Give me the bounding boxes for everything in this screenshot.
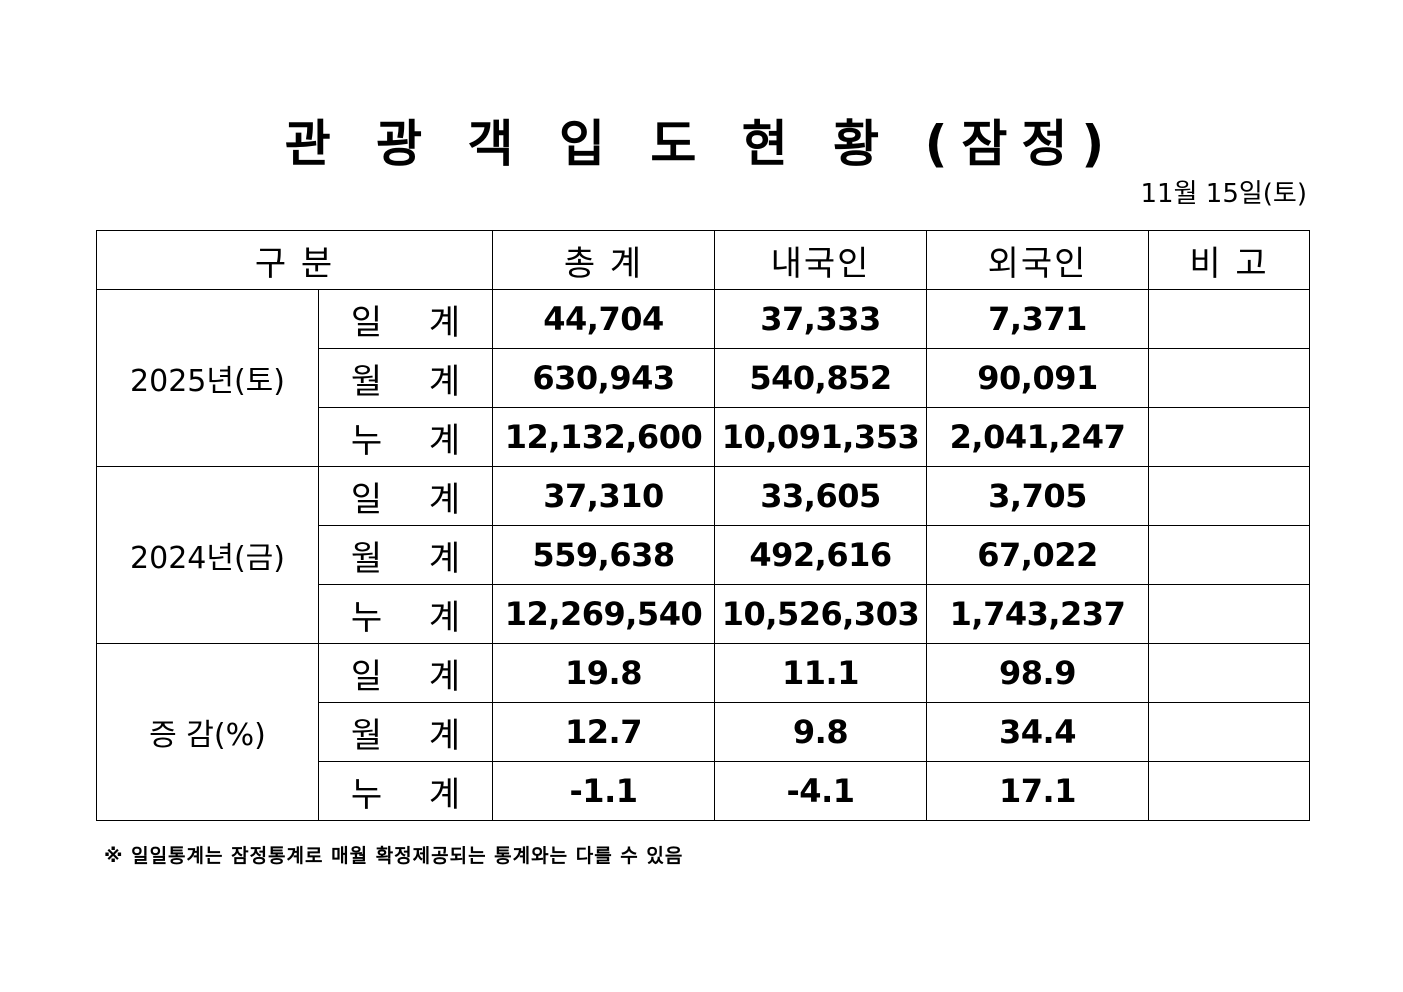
table-row: 월 계 12.7 9.8 34.4 <box>97 702 1310 762</box>
group-label-change: 증 감(%) <box>96 643 319 821</box>
remarks-cell <box>1148 289 1310 349</box>
header-total: 총 계 <box>492 230 715 290</box>
header-foreign: 외국인 <box>926 230 1149 290</box>
group-label-2025: 2025년(토) <box>96 289 319 467</box>
remarks-cell <box>1148 348 1310 408</box>
header-remarks: 비 고 <box>1148 230 1310 290</box>
domestic-cell: -4.1 <box>714 761 927 821</box>
foreign-cell: 34.4 <box>926 702 1149 762</box>
remarks-cell <box>1148 643 1310 703</box>
table-row: 누 계 -1.1 -4.1 17.1 <box>97 761 1310 821</box>
table-row: 누 계 12,132,600 10,091,353 2,041,247 <box>97 407 1310 467</box>
table-row: 증 감(%) 일 계 19.8 11.1 98.9 <box>96 643 1310 821</box>
foreign-cell: 90,091 <box>926 348 1149 408</box>
total-cell: 630,943 <box>492 348 715 408</box>
row-type: 누 계 <box>318 584 493 644</box>
domestic-cell: 492,616 <box>714 525 927 585</box>
foreign-cell: 1,743,237 <box>926 584 1149 644</box>
foreign-cell: 7,371 <box>926 289 1149 349</box>
table-row: 2025년(토) 일 계 44,704 37,333 7,371 <box>96 289 1310 467</box>
header-domestic: 내국인 <box>714 230 927 290</box>
domestic-cell: 33,605 <box>714 466 927 526</box>
page-title: 관 광 객 입 도 현 황 (잠정) <box>284 115 1119 173</box>
foreign-cell: 3,705 <box>926 466 1149 526</box>
domestic-cell: 10,526,303 <box>714 584 927 644</box>
total-cell: 12,269,540 <box>492 584 715 644</box>
remarks-cell <box>1148 584 1310 644</box>
footnote: ※ 일일통계는 잠정통계로 매월 확정제공되는 통계와는 다를 수 있음 <box>104 845 684 867</box>
row-type: 월 계 <box>318 348 493 408</box>
row-type: 일 계 <box>318 643 493 703</box>
header-row: 구 분 총 계 내국인 외국인 비 고 <box>96 230 1310 290</box>
total-cell: 44,704 <box>492 289 715 349</box>
table-row: 월 계 559,638 492,616 67,022 <box>97 525 1310 585</box>
foreign-cell: 17.1 <box>926 761 1149 821</box>
domestic-cell: 540,852 <box>714 348 927 408</box>
row-type: 일 계 <box>318 466 493 526</box>
remarks-cell <box>1148 407 1310 467</box>
table-row: 2024년(금) 일 계 37,310 33,605 3,705 <box>96 466 1310 644</box>
foreign-cell: 67,022 <box>926 525 1149 585</box>
domestic-cell: 9.8 <box>714 702 927 762</box>
table-row: 누 계 12,269,540 10,526,303 1,743,237 <box>97 584 1310 644</box>
tourist-stats-table: 구 분 총 계 내국인 외국인 비 고 2025년(토) 일 계 44,704 … <box>96 230 1310 821</box>
remarks-cell <box>1148 761 1310 821</box>
domestic-cell: 11.1 <box>714 643 927 703</box>
foreign-cell: 2,041,247 <box>926 407 1149 467</box>
total-cell: 19.8 <box>492 643 715 703</box>
total-cell: 12.7 <box>492 702 715 762</box>
remarks-cell <box>1148 525 1310 585</box>
total-cell: 37,310 <box>492 466 715 526</box>
remarks-cell <box>1148 466 1310 526</box>
row-type: 월 계 <box>318 702 493 762</box>
row-type: 누 계 <box>318 761 493 821</box>
header-category: 구 분 <box>96 230 493 290</box>
total-cell: -1.1 <box>492 761 715 821</box>
report-date: 11월 15일(토) <box>1140 179 1307 209</box>
domestic-cell: 37,333 <box>714 289 927 349</box>
row-type: 월 계 <box>318 525 493 585</box>
row-type: 일 계 <box>318 289 493 349</box>
total-cell: 559,638 <box>492 525 715 585</box>
foreign-cell: 98.9 <box>926 643 1149 703</box>
row-type: 누 계 <box>318 407 493 467</box>
domestic-cell: 10,091,353 <box>714 407 927 467</box>
total-cell: 12,132,600 <box>492 407 715 467</box>
group-label-2024: 2024년(금) <box>96 466 319 644</box>
remarks-cell <box>1148 702 1310 762</box>
